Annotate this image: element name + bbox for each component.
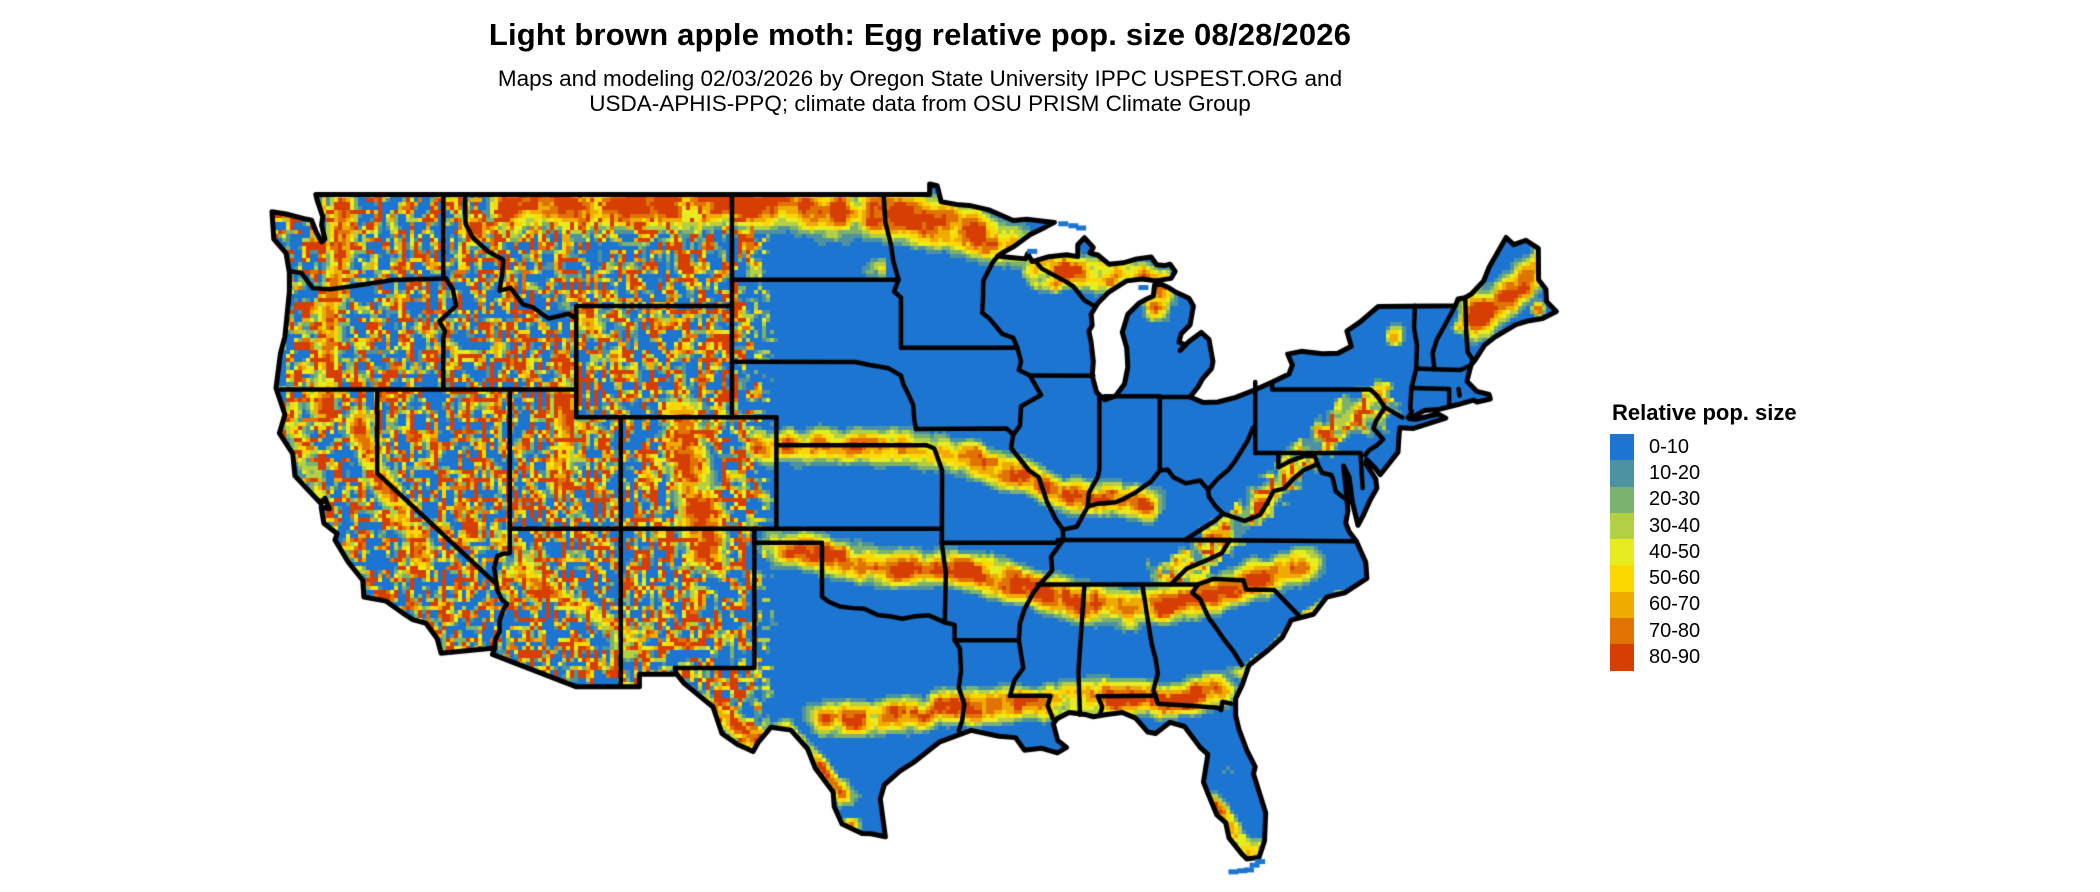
- legend-item: 60-70: [1610, 591, 1797, 619]
- legend-swatch: [1610, 644, 1634, 671]
- legend-label: 80-90: [1649, 646, 1701, 669]
- page-title: Light brown apple moth: Egg relative pop…: [488, 17, 1352, 52]
- legend-label: 70-80: [1649, 619, 1701, 642]
- legend-swatch: [1610, 460, 1634, 487]
- legend-item: 80-90: [1610, 644, 1797, 671]
- legend-title: Relative pop. size: [1612, 400, 1797, 425]
- header: Light brown apple moth: Egg relative pop…: [0, 17, 1840, 116]
- legend-item: 0-10: [1610, 434, 1797, 461]
- legend-swatch: [1610, 486, 1634, 513]
- legend-label: 60-70: [1649, 593, 1701, 616]
- legend-label: 30-40: [1649, 514, 1701, 537]
- legend-item: 50-60: [1610, 565, 1797, 592]
- legend-item: 20-30: [1610, 486, 1797, 513]
- legend-swatch: [1610, 565, 1634, 592]
- legend-item: 30-40: [1610, 512, 1797, 540]
- legend-item: 10-20: [1610, 460, 1797, 487]
- legend-label: 50-60: [1649, 567, 1701, 590]
- subtitle-line2: USDA-APHIS-PPQ; climate data from OSU PR…: [589, 91, 1251, 116]
- legend-swatch: [1610, 539, 1634, 566]
- legend-label: 0-10: [1649, 435, 1690, 458]
- subtitle: Maps and modeling 02/03/2026 by Oregon S…: [0, 66, 1840, 116]
- legend-item: 70-80: [1610, 618, 1797, 645]
- legend-swatch: [1610, 591, 1634, 619]
- legend-item: 40-50: [1610, 539, 1797, 566]
- legend-label: 20-30: [1649, 488, 1701, 511]
- legend-swatch: [1610, 512, 1634, 540]
- legend-swatch: [1610, 618, 1634, 645]
- legend: Relative pop. size 0-10 10-20 20-30 30-4…: [1610, 400, 1797, 671]
- legend-label: 40-50: [1649, 540, 1701, 563]
- legend-label: 10-20: [1649, 461, 1701, 484]
- subtitle-line1: Maps and modeling 02/03/2026 by Oregon S…: [497, 66, 1343, 91]
- legend-swatch: [1610, 434, 1634, 461]
